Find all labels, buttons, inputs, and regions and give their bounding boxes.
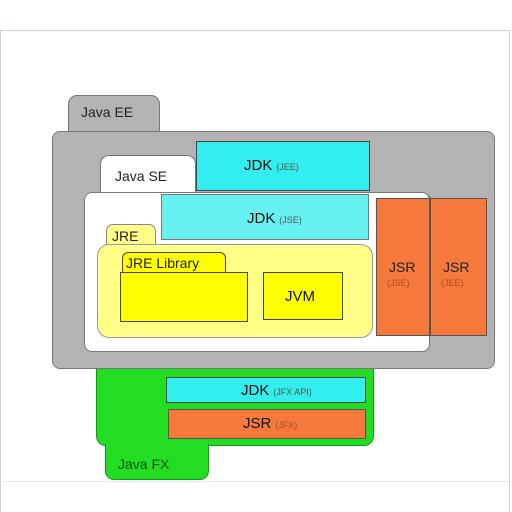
frame-bottom-line xyxy=(2,481,510,482)
jdk-jee-label: JDK (JEE) xyxy=(244,157,299,174)
java-fx-tab xyxy=(105,444,209,480)
jre-library-label: JRE Library xyxy=(126,255,200,271)
jdk-jse-label: JDK (JSE) xyxy=(247,210,302,227)
java-se-tab xyxy=(100,155,196,197)
jsr-jse-main: JSR xyxy=(389,259,416,275)
jvm-label: JVM xyxy=(285,288,315,305)
jdk-jee-box xyxy=(196,141,370,191)
jsr-jse-box xyxy=(376,198,430,336)
jdk-jfx-main: JDK xyxy=(241,382,270,399)
jsr-jfx-sub: (JFX) xyxy=(275,420,298,430)
jdk-jee-sub: (JEE) xyxy=(276,162,299,172)
jsr-jfx-box xyxy=(168,409,366,439)
jsr-jee-main: JSR xyxy=(443,259,470,275)
jsr-jee-box xyxy=(430,198,487,336)
jdk-jse-box xyxy=(161,194,369,240)
java-fx-label: Java FX xyxy=(118,456,170,472)
jsr-divider xyxy=(429,196,430,338)
jdk-jfx-box xyxy=(166,377,366,403)
jvm-box xyxy=(263,272,343,320)
jre-label: JRE xyxy=(112,228,139,244)
jsr-jse-sub: (JSE) xyxy=(387,278,410,288)
jdk-jfx-sub: (JFX API) xyxy=(273,387,312,397)
jsr-jee-sub: (JEE) xyxy=(441,278,464,288)
jsr-jfx-main: JSR xyxy=(243,415,272,432)
java-se-label: Java SE xyxy=(115,168,168,184)
jdk-jse-sub: (JSE) xyxy=(279,215,302,225)
jdk-jfx-label: JDK (JFX API) xyxy=(241,382,312,399)
jsr-jfx-label: JSR (JFX) xyxy=(243,415,297,432)
jdk-jee-main: JDK xyxy=(244,157,273,174)
jdk-jse-main: JDK xyxy=(247,210,276,227)
java-ee-tab xyxy=(68,95,160,135)
jre-library-box xyxy=(120,272,248,322)
java-ee-label: Java EE xyxy=(81,104,134,120)
